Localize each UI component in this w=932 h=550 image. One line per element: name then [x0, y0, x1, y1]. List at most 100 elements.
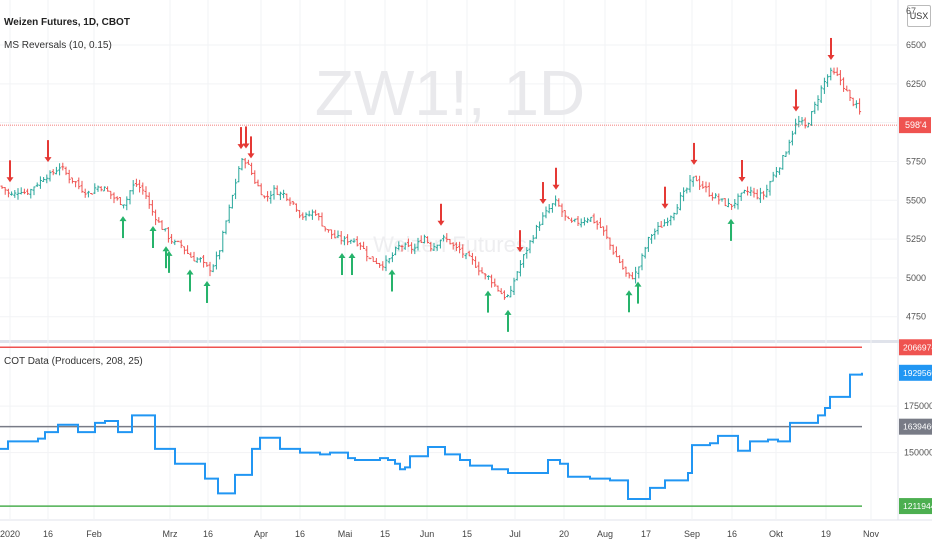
- buy-signal-arrow[interactable]: [484, 290, 492, 313]
- price-bar[interactable]: [768, 180, 772, 196]
- price-bar[interactable]: [435, 244, 439, 251]
- price-bar[interactable]: [650, 234, 654, 244]
- price-bar[interactable]: [109, 190, 113, 200]
- buy-signal-arrow[interactable]: [504, 309, 512, 332]
- price-bar[interactable]: [115, 196, 119, 201]
- price-bar[interactable]: [179, 239, 183, 249]
- price-bar[interactable]: [467, 250, 471, 257]
- price-bar[interactable]: [515, 271, 519, 281]
- price-bar[interactable]: [490, 274, 494, 288]
- price-bar[interactable]: [694, 175, 698, 182]
- price-bar[interactable]: [493, 278, 497, 287]
- price-bar[interactable]: [851, 97, 855, 107]
- price-bar[interactable]: [589, 216, 593, 223]
- sell-signal-arrow[interactable]: [242, 126, 250, 149]
- price-bar[interactable]: [288, 197, 292, 206]
- price-bar[interactable]: [208, 261, 212, 277]
- price-bar[interactable]: [506, 294, 510, 298]
- price-bar[interactable]: [259, 183, 263, 196]
- price-bar[interactable]: [317, 213, 321, 221]
- price-bar[interactable]: [3, 187, 7, 195]
- sell-signal-arrow[interactable]: [516, 230, 524, 253]
- price-bar[interactable]: [416, 237, 420, 251]
- price-bar[interactable]: [0, 185, 4, 189]
- price-bar[interactable]: [253, 170, 257, 184]
- price-bar[interactable]: [122, 204, 126, 209]
- price-bar[interactable]: [509, 285, 513, 298]
- price-bar[interactable]: [534, 224, 538, 239]
- price-bar[interactable]: [646, 236, 650, 252]
- sell-signal-arrow[interactable]: [661, 186, 669, 209]
- price-bar[interactable]: [445, 233, 449, 243]
- price-bar[interactable]: [800, 116, 804, 125]
- price-bar[interactable]: [285, 193, 289, 202]
- price-bar[interactable]: [138, 179, 142, 193]
- price-bar[interactable]: [406, 238, 410, 247]
- price-bar[interactable]: [717, 193, 721, 205]
- price-bar[interactable]: [125, 196, 129, 211]
- price-bar[interactable]: [368, 257, 372, 260]
- price-bar[interactable]: [765, 184, 769, 198]
- sell-signal-arrow[interactable]: [792, 89, 800, 112]
- price-bar[interactable]: [586, 217, 590, 224]
- price-bar[interactable]: [691, 176, 695, 187]
- price-bar[interactable]: [592, 213, 596, 224]
- price-bar[interactable]: [659, 220, 663, 228]
- price-bar[interactable]: [624, 266, 628, 277]
- price-bar[interactable]: [397, 241, 401, 251]
- price-bar[interactable]: [362, 241, 366, 250]
- price-bar[interactable]: [755, 189, 759, 200]
- price-bar[interactable]: [339, 231, 343, 245]
- price-bar[interactable]: [451, 242, 455, 250]
- price-bar[interactable]: [349, 239, 353, 244]
- price-bar[interactable]: [698, 175, 702, 190]
- price-bar[interactable]: [275, 185, 279, 195]
- price-bar[interactable]: [374, 258, 378, 265]
- price-bar[interactable]: [64, 166, 68, 176]
- price-bar[interactable]: [432, 242, 436, 251]
- price-bar[interactable]: [656, 221, 660, 235]
- price-bar[interactable]: [675, 204, 679, 215]
- price-bar[interactable]: [829, 67, 833, 81]
- price-bar[interactable]: [240, 158, 244, 171]
- price-bar[interactable]: [666, 217, 670, 227]
- price-bar[interactable]: [714, 193, 718, 199]
- buy-signal-arrow[interactable]: [186, 269, 194, 292]
- price-bar[interactable]: [384, 255, 388, 272]
- price-bar[interactable]: [736, 193, 740, 210]
- price-bar[interactable]: [544, 206, 548, 219]
- price-bar[interactable]: [672, 212, 676, 221]
- price-bar[interactable]: [637, 266, 641, 279]
- price-bar[interactable]: [243, 157, 247, 169]
- price-bar[interactable]: [669, 215, 673, 226]
- price-bar[interactable]: [608, 237, 612, 250]
- price-bar[interactable]: [554, 195, 558, 207]
- price-bar[interactable]: [58, 163, 62, 176]
- sell-signal-arrow[interactable]: [738, 159, 746, 182]
- price-bar[interactable]: [771, 171, 775, 182]
- price-axis[interactable]: 6500625060005750550052505000475017500001…: [899, 40, 932, 515]
- price-bar[interactable]: [45, 174, 49, 184]
- sell-signal-arrow[interactable]: [690, 142, 698, 165]
- price-bar[interactable]: [413, 243, 417, 255]
- price-bar[interactable]: [29, 188, 33, 199]
- price-bar[interactable]: [144, 186, 148, 200]
- price-bar[interactable]: [147, 192, 151, 209]
- sell-signal-arrow[interactable]: [552, 167, 560, 190]
- price-bar[interactable]: [566, 216, 570, 220]
- price-bar[interactable]: [525, 247, 529, 259]
- price-bar[interactable]: [266, 191, 270, 202]
- price-bar[interactable]: [781, 154, 785, 170]
- price-bar[interactable]: [819, 85, 823, 104]
- buy-signal-arrow[interactable]: [165, 250, 173, 273]
- price-bar[interactable]: [358, 242, 362, 250]
- price-bar[interactable]: [310, 209, 314, 220]
- price-bar[interactable]: [166, 227, 170, 243]
- price-bar[interactable]: [730, 203, 734, 210]
- price-bar[interactable]: [195, 257, 199, 263]
- price-bar[interactable]: [803, 117, 807, 129]
- price-bar[interactable]: [848, 89, 852, 101]
- price-bar[interactable]: [499, 288, 503, 295]
- buy-signal-arrow[interactable]: [338, 253, 346, 276]
- price-bar[interactable]: [282, 189, 286, 199]
